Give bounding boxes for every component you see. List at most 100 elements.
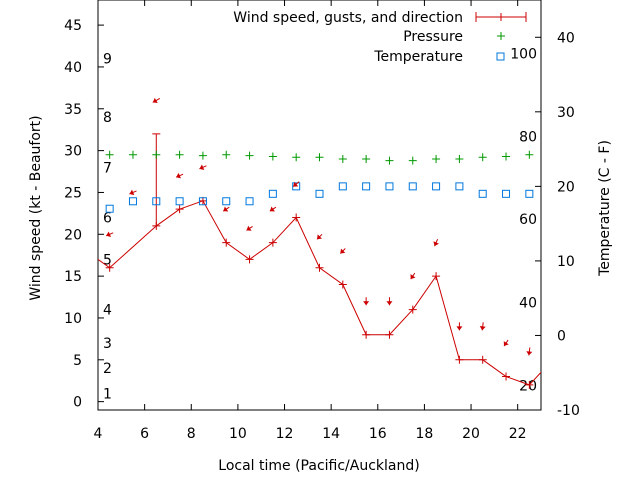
beaufort-label: 2 — [103, 361, 112, 377]
temperature-point — [198, 197, 207, 206]
y2-tick-label: 0 — [557, 328, 566, 344]
wind-direction-arrows — [105, 97, 533, 356]
arrow-head — [363, 301, 370, 306]
wind-direction-arrow — [152, 97, 161, 104]
x-tick-label: 4 — [94, 426, 103, 442]
pressure-point — [128, 150, 137, 159]
x-tick-label: 8 — [187, 426, 196, 442]
fahrenheit-label: 60 — [519, 212, 537, 228]
temperature-point — [315, 189, 324, 198]
arrow-head — [246, 225, 252, 231]
wind-speed-point — [315, 263, 324, 272]
y-axis-ticks: 0 5 10 15 20 25 30 35 40 45 — [64, 18, 104, 411]
temperature-point — [338, 182, 347, 191]
fahrenheit-label: 20 — [519, 378, 537, 394]
pressure-point — [105, 150, 114, 159]
arrow-head — [293, 181, 299, 187]
wind-direction-arrow — [339, 248, 346, 254]
legend-label-pressure: Pressure — [403, 29, 463, 45]
arrow-head — [340, 248, 346, 254]
x-tick-label: 16 — [369, 426, 387, 442]
wind-direction-arrow — [269, 206, 277, 212]
plot-frame — [97, 0, 542, 411]
x-tick-label: 22 — [509, 426, 527, 442]
pressure-series — [105, 150, 534, 165]
beaufort-label: 9 — [103, 52, 112, 68]
x-axis-label: Local time (Pacific/Auckland) — [218, 458, 419, 474]
wind-direction-arrow — [526, 347, 533, 356]
wind-direction-arrow — [479, 322, 486, 331]
wind-direction-arrow — [199, 164, 207, 171]
y2-tick-label: 30 — [557, 105, 575, 121]
temperature-point — [362, 182, 371, 191]
pressure-point — [152, 150, 161, 159]
y-tick-label: 20 — [64, 227, 82, 243]
temperature-point — [455, 182, 464, 191]
temperature-point — [268, 189, 277, 198]
y2-tick-label: 40 — [557, 30, 575, 46]
pressure-point — [222, 150, 231, 159]
y-tick-label: 35 — [64, 102, 82, 118]
x-tick-label: 12 — [276, 426, 294, 442]
wind-direction-arrow — [316, 233, 323, 240]
temperature-point — [292, 182, 301, 191]
wind-direction-arrow — [175, 172, 184, 179]
wind-speed-point — [385, 330, 394, 339]
wind-speed-point — [175, 205, 184, 214]
x-tick-label: 18 — [416, 426, 434, 442]
x-tick-label: 10 — [229, 426, 247, 442]
temperature-point — [105, 204, 114, 213]
wind-speed-point — [105, 263, 114, 272]
wind-direction-arrow — [246, 225, 253, 231]
arrow-head — [526, 351, 533, 356]
beaufort-label: 4 — [103, 303, 112, 319]
legend-label-wind: Wind speed, gusts, and direction — [233, 10, 463, 26]
wind-direction-arrow — [105, 231, 114, 237]
y-axis-label: Wind speed (kt - Beaufort) — [28, 115, 44, 300]
beaufort-label: 7 — [103, 160, 112, 176]
legend-swatch-temperature — [496, 52, 505, 61]
wind-speed-point — [338, 280, 347, 289]
wind-direction-arrow — [222, 206, 230, 212]
pressure-point — [315, 153, 324, 162]
arrow-head — [106, 231, 112, 237]
x-axis-ticks: 4 6 8 10 12 14 16 18 20 22 — [94, 0, 527, 442]
wind-direction-arrow — [410, 272, 416, 280]
beaufort-label: 5 — [103, 252, 112, 268]
fahrenheit-label: 40 — [519, 296, 537, 312]
temperature-point — [408, 182, 417, 191]
pressure-point — [432, 154, 441, 163]
temperature-series — [105, 182, 534, 213]
beaufort-label: 6 — [103, 211, 112, 227]
beaufort-label: 1 — [103, 386, 112, 402]
y2-axis-label: Temperature (C - F) — [597, 140, 613, 277]
temperature-point — [175, 197, 184, 206]
arrow-head — [503, 341, 509, 347]
y-tick-label: 40 — [64, 60, 82, 76]
temperature-point — [128, 197, 137, 206]
wind-speed-point — [525, 380, 534, 389]
wind-series — [98, 133, 541, 389]
fahrenheit-labels: 20 40 60 80 100 — [510, 47, 537, 395]
wind-speed-point — [292, 213, 301, 222]
pressure-point — [455, 154, 464, 163]
y-tick-label: 0 — [73, 395, 82, 411]
arrow-head — [479, 325, 486, 331]
pressure-point — [385, 156, 394, 165]
y2-axis-ticks: -10 0 10 20 30 40 — [535, 30, 580, 419]
arrow-head — [199, 164, 205, 171]
beaufort-label: 3 — [103, 336, 112, 352]
wind-direction-arrow — [456, 322, 463, 331]
y2-tick-label: 10 — [557, 254, 575, 270]
beaufort-label: 8 — [103, 110, 112, 126]
temperature-point — [152, 197, 161, 206]
wind-speed-point — [502, 372, 511, 381]
wind-speed-point — [222, 238, 231, 247]
wind-direction-arrow — [292, 181, 300, 187]
arrow-head — [433, 241, 439, 247]
wind-speed-point — [408, 305, 417, 314]
temperature-point — [385, 182, 394, 191]
temperature-point — [222, 197, 231, 206]
pressure-point — [245, 151, 254, 160]
pressure-point — [175, 150, 184, 159]
